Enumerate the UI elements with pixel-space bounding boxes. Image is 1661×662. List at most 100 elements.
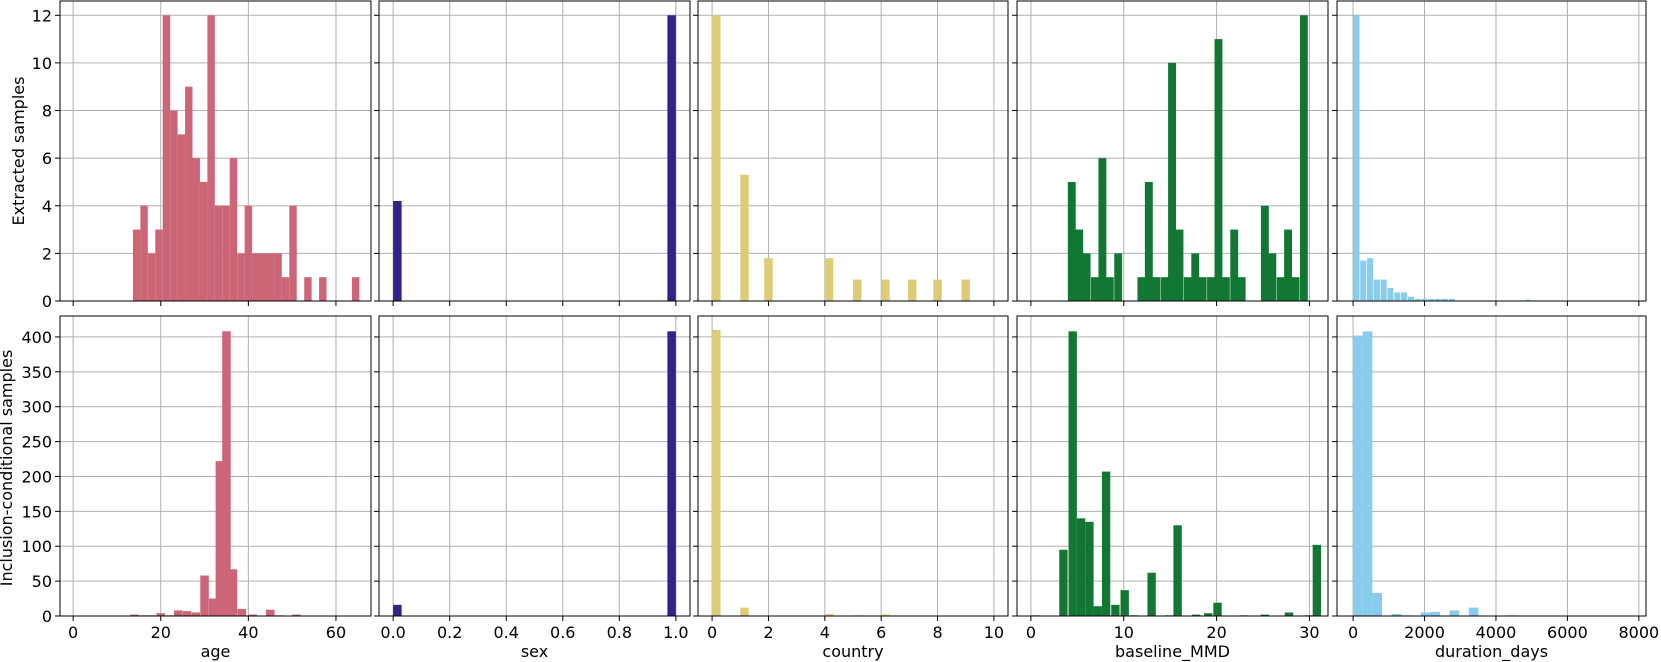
histogram-bar <box>1093 606 1102 616</box>
histogram-bar <box>266 253 275 301</box>
histogram-bar <box>252 253 260 301</box>
histogram-bar <box>215 461 225 616</box>
histogram-bar <box>1105 277 1114 301</box>
y-tick-label: 150 <box>21 502 52 521</box>
axes-frame <box>697 0 1009 302</box>
histogram-bar <box>155 229 163 301</box>
x-tick-label: 2 <box>763 623 773 642</box>
x-tick-label: 30 <box>1299 623 1319 642</box>
panel-sex-row0 <box>374 0 691 306</box>
histogram-bar <box>1213 602 1222 616</box>
y-tick-label: 200 <box>21 467 52 486</box>
histogram-bar <box>1076 518 1086 616</box>
panel-country-row0 <box>693 0 1009 306</box>
histogram-bar <box>1098 158 1107 301</box>
axes-frame <box>59 0 372 302</box>
histogram-bar <box>1091 277 1099 301</box>
histogram-bar <box>1191 614 1201 616</box>
histogram-bar <box>667 331 676 616</box>
y-tick-label: 6 <box>42 149 52 168</box>
histogram-bar <box>961 279 970 301</box>
histogram-bar <box>244 205 253 301</box>
histogram-bar <box>1075 229 1084 301</box>
panel-duration_days-row0 <box>1332 0 1647 306</box>
histogram-bar <box>140 205 148 301</box>
axes-frame <box>1016 0 1329 302</box>
histogram-bar <box>907 279 917 301</box>
histogram-bar <box>1380 279 1387 301</box>
x-axis-title-country: country <box>822 642 883 661</box>
histogram-bar <box>1525 299 1532 301</box>
histogram-bar <box>853 279 862 301</box>
histogram-bar <box>147 253 156 301</box>
x-tick-label: 2000 <box>1404 623 1445 642</box>
axes-frame <box>697 315 1009 617</box>
histogram-bar <box>173 610 183 616</box>
histogram-bar <box>1420 612 1431 616</box>
histogram-bar <box>1407 296 1414 301</box>
y-tick-label: 10 <box>32 54 52 73</box>
histogram-bar <box>1312 544 1322 616</box>
panel-duration_days-row1: 0 2000 4000 6000 8000 duration_days <box>1332 315 1659 662</box>
histogram-bar <box>1362 331 1373 616</box>
panel-baseline_MMD-row0 <box>1012 0 1329 306</box>
histogram-bar <box>1260 614 1270 616</box>
histogram-bar <box>191 612 201 616</box>
x-axis-title-sex: sex <box>521 642 548 661</box>
x-tick-label: 60 <box>326 623 346 642</box>
histogram-bar <box>182 611 192 616</box>
x-tick-label: 6000 <box>1547 623 1588 642</box>
histogram-bar <box>1204 613 1213 616</box>
histogram-bar <box>667 15 676 302</box>
histogram-bar <box>824 613 834 616</box>
histogram-bar <box>1111 604 1120 616</box>
histogram-bar <box>1353 15 1360 302</box>
histogram-bar <box>1082 253 1091 301</box>
histogram-bar <box>209 598 218 616</box>
x-tick-label: 0.0 <box>380 623 405 642</box>
y-tick-label: 100 <box>21 537 52 556</box>
x-axis-title-baseline_MMD: baseline_MMD <box>1115 642 1230 662</box>
x-tick-label: 8 <box>932 623 942 642</box>
x-tick-label: 0 <box>707 623 717 642</box>
y-tick-label: 250 <box>21 433 52 452</box>
histogram-bar <box>1428 298 1435 301</box>
panel-country-row1: 0 2 4 6 8 10 country <box>693 315 1009 661</box>
histogram-bar <box>740 174 749 301</box>
histogram-bar <box>1391 613 1402 616</box>
panel-baseline_MMD-row1: 0 10 20 30 baseline_MMD <box>1012 315 1329 662</box>
histogram-bar <box>1401 292 1408 301</box>
histogram-bar <box>1085 521 1094 616</box>
y-tick-label: 12 <box>32 6 52 25</box>
histogram-bar <box>351 277 360 301</box>
histogram-bar <box>1168 62 1176 302</box>
histogram-bar <box>1299 15 1308 302</box>
histogram-bar <box>1160 277 1169 301</box>
x-tick-label: 10 <box>1114 623 1134 642</box>
histogram-bar <box>1137 277 1146 301</box>
histogram-bar <box>1237 277 1246 301</box>
x-tick-label: 0.4 <box>494 623 519 642</box>
axes-frame <box>378 0 691 302</box>
histogram-bar <box>881 279 890 301</box>
histogram-bar <box>274 253 282 301</box>
y-tick-label: 8 <box>42 102 52 121</box>
histogram-bar <box>740 607 749 616</box>
axes-frame <box>1336 0 1647 302</box>
x-tick-label: 0 <box>68 623 78 642</box>
histogram-bar <box>1214 39 1223 301</box>
histogram-bar <box>1191 253 1200 301</box>
x-tick-label: 0.2 <box>437 623 462 642</box>
histogram-bar <box>1387 287 1394 301</box>
x-tick-label: 20 <box>1206 623 1226 642</box>
x-tick-label: 8000 <box>1618 623 1659 642</box>
histogram-bar <box>1448 298 1455 301</box>
histogram-bar <box>393 604 402 616</box>
x-axis-title-duration_days: duration_days <box>1435 642 1548 662</box>
histogram-bar <box>248 614 258 616</box>
histogram-bar <box>1394 292 1401 301</box>
histogram-bar <box>1421 298 1428 301</box>
histogram-bar <box>222 205 230 301</box>
histogram-bar <box>1147 572 1156 616</box>
histogram-bar <box>130 614 139 616</box>
